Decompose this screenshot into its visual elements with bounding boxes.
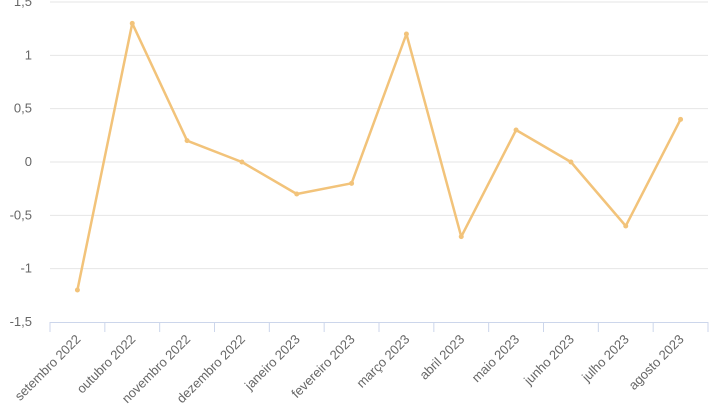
data-point[interactable] xyxy=(184,138,190,144)
y-tick-label: 0 xyxy=(25,154,32,169)
y-tick-label: -0,5 xyxy=(10,207,32,222)
gridlines xyxy=(50,1,708,270)
data-point[interactable] xyxy=(678,116,684,122)
x-tick-label: março 2023 xyxy=(353,332,412,391)
y-tick-label: 0,5 xyxy=(14,101,32,116)
x-tick-label: abril 2023 xyxy=(416,332,467,383)
series-layer xyxy=(74,20,684,293)
data-point[interactable] xyxy=(623,223,629,229)
data-point[interactable] xyxy=(129,20,135,26)
data-point[interactable] xyxy=(458,234,464,240)
x-tick-label: junho 2023 xyxy=(520,332,577,389)
x-tick-label: maio 2023 xyxy=(469,332,523,386)
data-point[interactable] xyxy=(349,180,355,186)
y-axis: -1,5 -1 -0,5 0 0,5 1 1,5 xyxy=(10,0,32,329)
data-point[interactable] xyxy=(74,287,80,293)
y-tick-label: 1,5 xyxy=(14,0,32,9)
y-tick-label: -1,5 xyxy=(10,314,32,329)
data-point[interactable] xyxy=(294,191,300,197)
x-tick-label: julho 2023 xyxy=(578,332,632,386)
y-tick-label: 1 xyxy=(25,47,32,62)
data-point[interactable] xyxy=(513,127,519,133)
data-point[interactable] xyxy=(568,159,574,165)
x-tick-label: agosto 2023 xyxy=(625,332,686,393)
series-line xyxy=(76,22,682,292)
data-point[interactable] xyxy=(239,159,245,165)
y-tick-label: -1 xyxy=(20,261,32,276)
data-point[interactable] xyxy=(403,31,409,37)
x-tick-label: setembro 2022 xyxy=(12,332,84,404)
